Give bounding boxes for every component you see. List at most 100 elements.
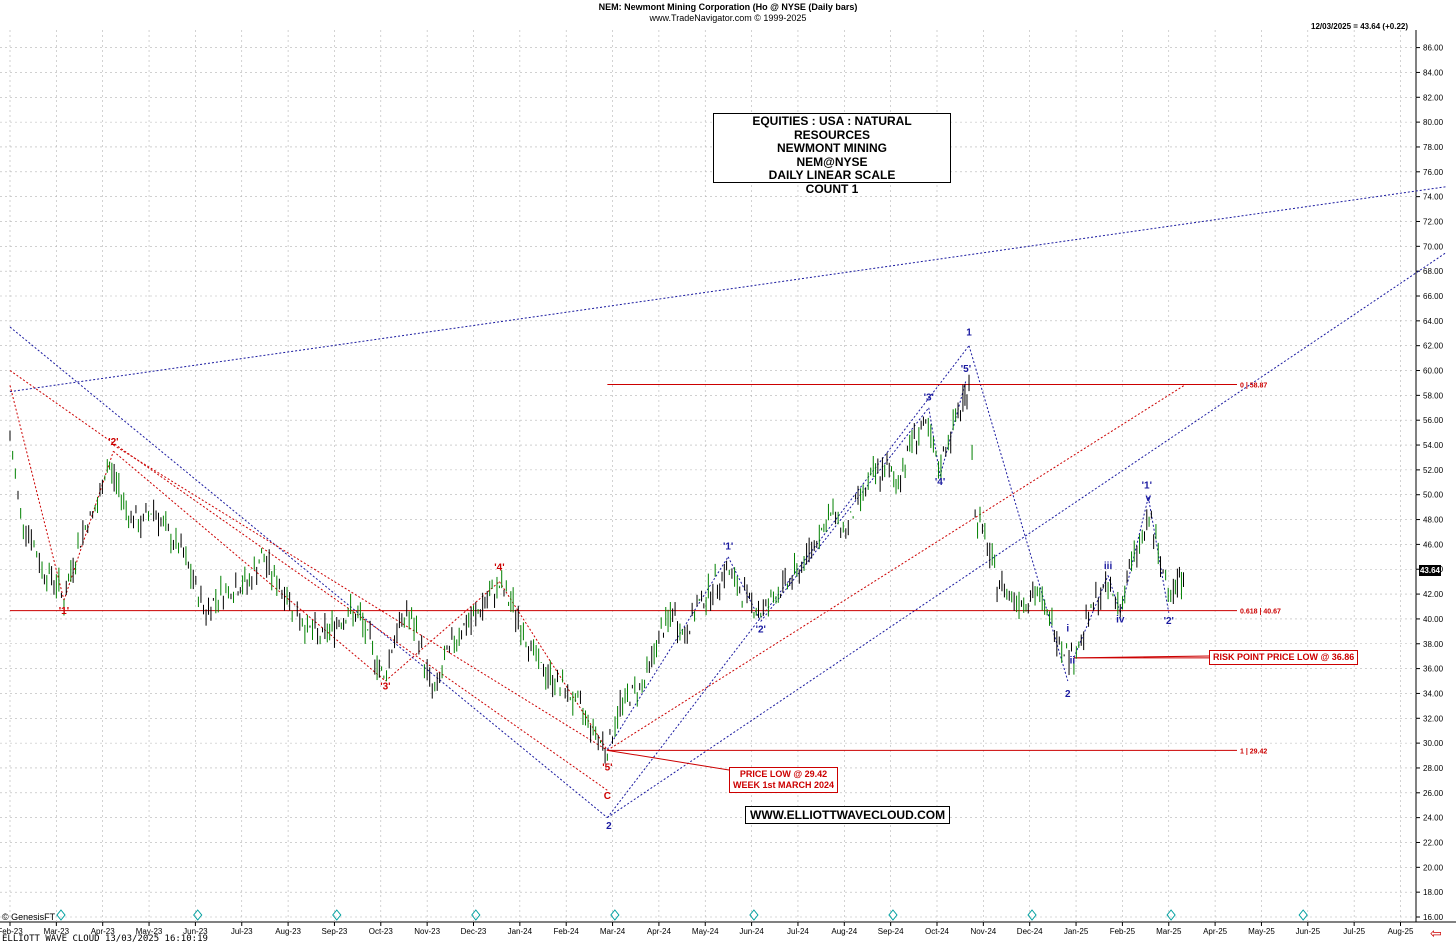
x-tick-label: Feb-24 <box>554 927 580 936</box>
y-tick-label: 66.00 <box>1423 292 1444 301</box>
price-low-callout: PRICE LOW @ 29.42 WEEK 1st MARCH 2024 <box>729 767 839 793</box>
y-tick-label: 26.00 <box>1423 789 1444 798</box>
last-price-tag: 43.64 <box>1419 565 1441 576</box>
x-tick-label: Aug-23 <box>275 927 301 936</box>
event-diamond-marker <box>888 909 898 921</box>
y-tick-label: 20.00 <box>1423 863 1444 872</box>
wave-label: '1' <box>59 606 69 617</box>
x-tick-label: Sep-24 <box>878 927 904 936</box>
wave-label: iii <box>1104 561 1113 572</box>
x-tick-label: Mar-25 <box>1156 927 1182 936</box>
trend-line <box>9 326 608 819</box>
info-line-ticker: NEM@NYSE <box>796 154 868 169</box>
y-tick-label: 56.00 <box>1423 416 1444 425</box>
x-tick-label: Jan-25 <box>1064 927 1089 936</box>
trend-line <box>113 444 608 751</box>
x-tick-label: Mar-24 <box>600 927 626 936</box>
y-tick-label: 34.00 <box>1423 689 1444 698</box>
x-tick-label: May-23 <box>136 927 163 936</box>
trend-line <box>9 370 608 791</box>
event-diamond-marker <box>56 909 66 921</box>
risk-point-callout: RISK POINT PRICE LOW @ 36.86 <box>1209 650 1359 665</box>
wave-label: C <box>604 791 611 802</box>
trend-line <box>607 384 1186 751</box>
data-credit: © GenesisFT <box>2 912 56 922</box>
y-tick-label: 80.00 <box>1423 118 1444 127</box>
x-tick-label: Jun-24 <box>739 927 764 936</box>
wave-label: '2' <box>1164 616 1174 627</box>
trend-line <box>63 451 114 601</box>
info-line-company: NEWMONT MINING <box>777 141 887 156</box>
y-tick-label: 18.00 <box>1423 888 1444 897</box>
trend-line <box>1107 575 1121 613</box>
trend-line <box>498 581 608 751</box>
last-quote: 12/03/2025 = 43.64 (+0.22) <box>1311 22 1408 31</box>
event-diamond-marker <box>1027 909 1037 921</box>
event-diamond-marker <box>749 909 759 921</box>
trend-line <box>760 407 930 622</box>
wave-label: v <box>1146 493 1152 504</box>
x-tick-label: Jul-23 <box>231 927 253 936</box>
trend-line <box>606 556 729 750</box>
trend-line <box>385 581 500 682</box>
x-tick-label: Oct-24 <box>925 927 950 936</box>
wave-label: '5' <box>602 762 612 773</box>
trend-line <box>1073 575 1109 658</box>
y-tick-label: 78.00 <box>1423 143 1444 152</box>
trend-line <box>9 385 65 601</box>
x-tick-label: Apr-23 <box>91 927 116 936</box>
scroll-left-arrow-icon[interactable]: ⇦ <box>1430 925 1442 941</box>
y-tick-label: 24.00 <box>1423 814 1444 823</box>
y-tick-label: 22.00 <box>1423 838 1444 847</box>
trend-line <box>113 450 386 682</box>
event-diamond-marker <box>610 909 620 921</box>
y-tick-label: 42.00 <box>1423 590 1444 599</box>
info-line-scale: DAILY LINEAR SCALE <box>768 168 896 183</box>
y-tick-label: 52.00 <box>1423 466 1444 475</box>
fib-level-label: 0.618 | 40.67 <box>1240 609 1281 616</box>
trend-line <box>606 345 970 818</box>
y-tick-label: 28.00 <box>1423 764 1444 773</box>
x-tick-label: Aug-25 <box>1388 927 1414 936</box>
x-tick-label: Mar-23 <box>44 927 70 936</box>
website-label: WWW.ELLIOTTWAVECLOUD.COM <box>745 806 951 824</box>
trend-line <box>607 252 1447 819</box>
wave-label: '4' <box>494 562 504 573</box>
risk-point-connector <box>1073 655 1210 659</box>
x-tick-label: Feb-23 <box>0 927 23 936</box>
x-tick-label: Dec-23 <box>461 927 487 936</box>
price-low-line: PRICE LOW @ 29.42 <box>739 769 828 779</box>
y-tick-label: 84.00 <box>1423 68 1444 77</box>
wave-label: iv <box>1116 615 1125 626</box>
price-low-connector <box>607 749 730 771</box>
wave-label: '1' <box>723 541 733 552</box>
y-tick-label: 62.00 <box>1423 342 1444 351</box>
x-tick-label: Dec-24 <box>1017 927 1043 936</box>
y-tick-label: 64.00 <box>1423 317 1444 326</box>
event-diamond-marker <box>1166 909 1176 921</box>
y-tick-label: 58.00 <box>1423 391 1444 400</box>
event-diamond-marker <box>193 909 203 921</box>
wave-label: 2 <box>606 821 612 832</box>
y-tick-label: 40.00 <box>1423 615 1444 624</box>
x-tick-label: Aug-24 <box>831 927 857 936</box>
x-tick-label: Nov-24 <box>970 927 996 936</box>
y-tick-label: 86.00 <box>1423 44 1444 53</box>
price-low-date-line: WEEK 1st MARCH 2024 <box>733 780 835 790</box>
wave-label: ii <box>1070 656 1076 667</box>
info-line-sector: EQUITIES : USA : NATURAL RESOURCES <box>752 114 912 142</box>
x-tick-label: May-25 <box>1248 927 1275 936</box>
x-tick-label: May-24 <box>692 927 719 936</box>
fib-level-label: 0 | 58.87 <box>1240 383 1267 390</box>
trend-line <box>1147 497 1170 613</box>
wave-label: '4' <box>935 477 945 488</box>
wave-label: '3' <box>924 392 934 403</box>
chart-title: NEM: Newmont Mining Corporation (Ho @ NY… <box>598 2 858 12</box>
info-line-count: COUNT 1 <box>805 181 859 196</box>
y-tick-label: 76.00 <box>1423 168 1444 177</box>
x-tick-label: Oct-23 <box>369 927 394 936</box>
x-tick-label: Feb-25 <box>1110 927 1136 936</box>
x-tick-label: Jun-25 <box>1296 927 1321 936</box>
wave-label: '3' <box>380 682 390 693</box>
